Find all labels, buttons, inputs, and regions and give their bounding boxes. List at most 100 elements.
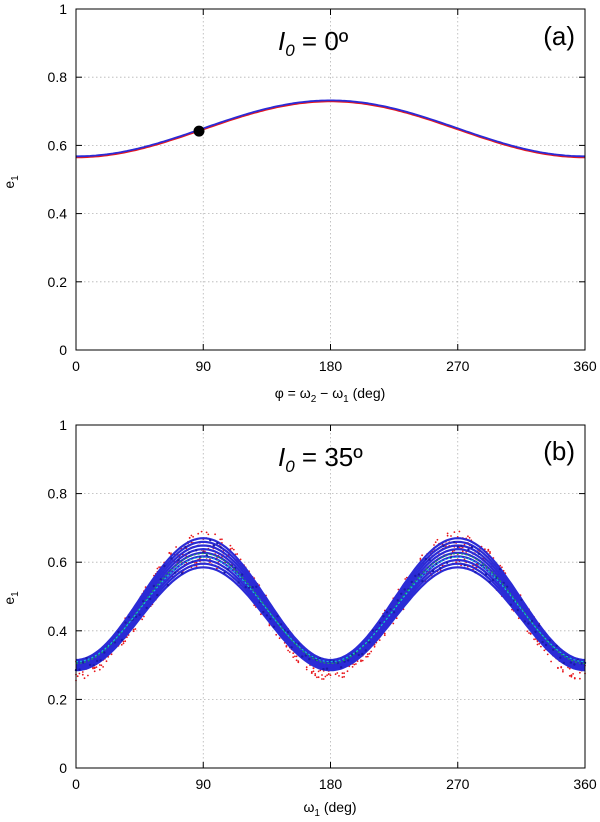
red-scatter-point [239,558,242,561]
blue-scatter-point [318,657,322,660]
blue-scatter-point [357,653,360,657]
blue-scatter-point [209,539,212,542]
red-scatter-point [467,535,469,538]
y-tick-label: 0.2 [48,691,68,707]
red-scatter-point [197,532,200,535]
blue-scatter-point [163,564,166,568]
blue-scatter-point [290,646,293,649]
panel-b-ylabel-part: e [1,597,17,605]
red-scatter-point [568,675,571,677]
red-scatter-point [110,653,113,656]
blue-scatter-point [541,640,544,644]
red-scatter-point [316,676,318,679]
red-scatter-point [156,567,159,570]
series-line-green [75,553,586,664]
red-scatter-point [421,554,423,557]
red-scatter-point [321,678,323,680]
red-scatter-point [275,633,278,636]
red-scatter-point [341,676,344,679]
red-scatter-point [260,613,262,616]
blue-scatter-point [248,586,251,589]
initial-condition-marker [193,125,205,137]
red-scatter-point [98,664,101,666]
red-scatter-point [78,672,81,675]
series-line-red [76,100,585,159]
red-scatter-point [268,624,271,627]
blue-scatter-point [456,545,459,549]
panel-a-y-axis-label: e1 [1,175,21,189]
red-scatter-point [205,531,208,534]
red-scatter-point [76,675,79,678]
panel-b-annotation-symbol: I [278,442,285,472]
x-tick-label: 360 [573,776,597,792]
red-scatter-point [536,640,539,643]
y-tick-label: 0.8 [48,486,68,502]
blue-scatter-point [516,608,519,612]
blue-scatter-point [467,548,470,551]
blue-series-line [75,558,586,669]
red-scatter-point [368,652,371,655]
blue-scatter-point [502,581,505,585]
red-scatter-point [168,551,171,554]
red-scatter-point [322,678,325,680]
red-scatter-point [366,653,369,656]
red-scatter-point [324,675,327,678]
red-scatter-point [292,656,295,658]
red-scatter-point [343,675,345,678]
blue-scatter-point [187,551,191,554]
blue-scatter-point [580,662,583,665]
red-scatter-point [158,566,161,569]
blue-scatter-point [237,581,240,584]
blue-scatter-point [205,554,208,557]
blue-scatter-point [226,568,230,571]
blue-scatter-point [265,614,269,617]
red-scatter-point [346,670,349,673]
blue-scatter-point [559,656,562,659]
red-scatter-point [314,673,317,675]
red-scatter-point [572,673,574,675]
red-scatter-point [285,645,288,648]
y-tick-label: 0.4 [48,623,68,639]
blue-scatter-point [255,585,258,588]
red-scatter-point [93,670,96,673]
blue-scatter-point [569,661,573,664]
red-scatter-point [200,530,203,533]
blue-scatter-point [269,617,272,620]
x-tick-label: 270 [446,358,470,374]
blue-scatter-point [308,658,311,661]
blue-scatter-point [400,592,403,595]
blue-scatter-point [414,574,417,578]
blue-scatter-point [152,584,155,588]
panel-b-ticks: 0 90 180 270 360 0 0.2 0.4 0.6 0.8 1 [48,417,597,792]
blue-scatter-point [138,613,141,616]
blue-scatter-point [170,557,173,560]
blue-scatter-point [113,641,117,644]
blue-scatter-point [85,656,88,660]
red-scatter-point [141,618,144,621]
red-scatter-point [175,546,178,548]
blue-scatter-point [195,549,198,552]
blue-scatter-point [156,593,159,597]
panel-a-annotation-subscript: 0 [285,41,295,60]
panel-a-annotation: I0 = 0º [278,26,349,60]
red-scatter-point [336,672,339,674]
red-scatter-point [338,675,340,677]
red-scatter-point [550,660,552,663]
blue-series-line [75,562,586,671]
red-scatter-point [453,531,456,533]
blue-scatter-point [573,663,576,666]
red-scatter-point [232,548,235,551]
y-tick-label: 0.6 [48,137,68,153]
red-scatter-point [124,640,127,643]
blue-scatter-point [491,578,495,582]
y-tick-label: 0.2 [48,274,68,290]
red-scatter-point [341,672,344,675]
blue-scatter-point [117,630,120,633]
blue-scatter-point [124,621,127,624]
red-scatter-point [351,666,354,668]
blue-scatter-point [449,556,452,559]
red-scatter-point [404,578,407,580]
red-scatter-point [321,674,323,676]
blue-scatter-point [286,630,290,634]
